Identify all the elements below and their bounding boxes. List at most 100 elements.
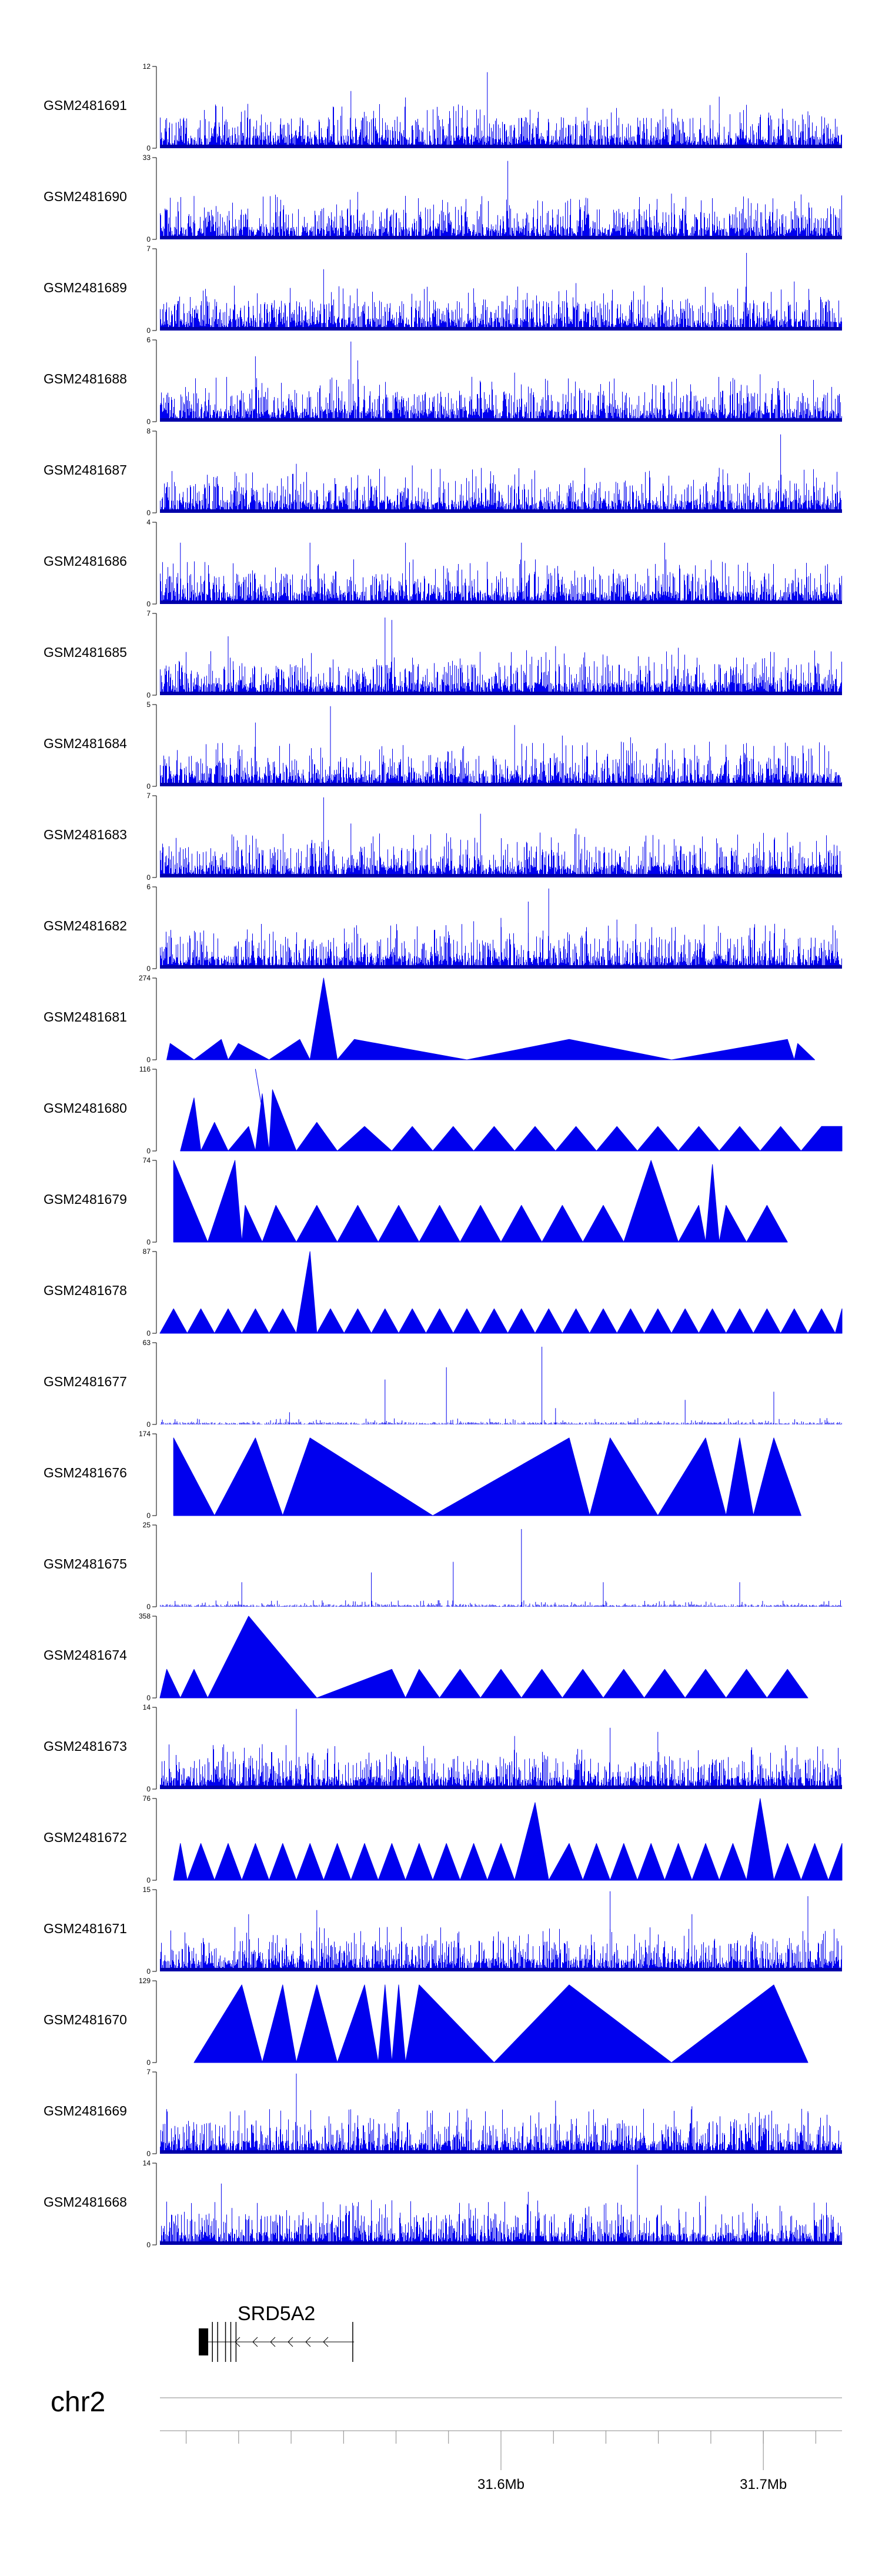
y-max-label: 76 xyxy=(143,1794,151,1803)
coverage-area xyxy=(173,1798,843,1881)
track-GSM2481684: GSM2481684 5 0 xyxy=(44,700,842,790)
y-min-label: 0 xyxy=(146,691,151,699)
coverage-bars xyxy=(160,706,842,786)
y-max-label: 6 xyxy=(146,883,151,891)
y-max-label: 15 xyxy=(143,1886,151,1894)
y-max-label: 14 xyxy=(143,2159,151,2167)
coverage-baseline xyxy=(160,600,842,604)
track-GSM2481686: GSM2481686 4 0 xyxy=(44,518,842,608)
chromosome-label: chr2 xyxy=(51,2387,105,2418)
y-min-label: 0 xyxy=(146,1511,151,1520)
track-GSM2481683: GSM2481683 7 0 xyxy=(44,792,842,882)
coverage-baseline xyxy=(160,327,842,331)
strand-arrow xyxy=(235,2337,240,2347)
coverage-bars xyxy=(160,542,842,604)
track-label: GSM2481677 xyxy=(44,1374,127,1389)
track-label: GSM2481687 xyxy=(44,462,127,478)
coverage-baseline xyxy=(160,145,842,148)
coverage-area xyxy=(193,1984,808,2063)
track-label: GSM2481669 xyxy=(44,2103,127,2118)
y-min-label: 0 xyxy=(146,965,151,973)
coverage-bars xyxy=(160,1529,842,1607)
track-GSM2481687: GSM2481687 8 0 xyxy=(44,427,842,517)
coverage-baseline xyxy=(160,783,842,786)
track-GSM2481679: GSM2481679 74 0 xyxy=(44,1156,788,1246)
track-GSM2481682: GSM2481682 6 0 xyxy=(44,883,842,973)
y-min-label: 0 xyxy=(146,2241,151,2249)
track-label: GSM2481689 xyxy=(44,280,127,295)
y-min-label: 0 xyxy=(146,873,151,882)
track-label: GSM2481671 xyxy=(44,1921,127,1936)
y-max-label: 33 xyxy=(143,154,151,162)
coverage-area xyxy=(173,1437,801,1516)
y-max-label: 274 xyxy=(139,974,151,982)
track-label: GSM2481686 xyxy=(44,553,127,569)
gene-track: SRD5A2 xyxy=(199,2303,355,2362)
coverage-baseline xyxy=(160,2150,842,2154)
coverage-baseline xyxy=(160,1968,842,1971)
track-label: GSM2481670 xyxy=(44,2012,127,2027)
coverage-bars xyxy=(160,341,842,422)
y-min-label: 0 xyxy=(146,1876,151,1884)
strand-arrow xyxy=(323,2337,329,2347)
coverage-baseline xyxy=(160,236,842,239)
track-label: GSM2481676 xyxy=(44,1465,127,1480)
coverage-bars xyxy=(160,2164,842,2245)
gene-exon xyxy=(199,2328,209,2355)
y-max-label: 74 xyxy=(143,1156,151,1164)
coverage-bars xyxy=(160,888,842,969)
y-min-label: 0 xyxy=(146,509,151,517)
coverage-baseline xyxy=(160,1786,842,1789)
y-min-label: 0 xyxy=(146,1785,151,1793)
y-max-label: 7 xyxy=(146,245,151,253)
y-min-label: 0 xyxy=(146,1420,151,1429)
y-max-label: 25 xyxy=(143,1521,151,1529)
coverage-baseline xyxy=(160,965,842,969)
y-min-label: 0 xyxy=(146,1238,151,1246)
y-max-label: 8 xyxy=(146,427,151,435)
y-min-label: 0 xyxy=(146,782,151,790)
y-min-label: 0 xyxy=(146,1147,151,1155)
coverage-area xyxy=(159,1251,843,1334)
y-max-label: 5 xyxy=(146,700,151,709)
y-min-label: 0 xyxy=(146,235,151,243)
y-max-label: 7 xyxy=(146,609,151,618)
track-GSM2481689: GSM2481689 7 0 xyxy=(44,245,842,335)
track-GSM2481691: GSM2481691 12 0 xyxy=(44,62,842,152)
track-label: GSM2481684 xyxy=(44,736,127,751)
y-min-label: 0 xyxy=(146,600,151,608)
coverage-bars xyxy=(160,797,842,877)
track-GSM2481669: GSM2481669 7 0 xyxy=(44,2068,842,2158)
track-GSM2481674: GSM2481674 358 0 xyxy=(44,1612,808,1702)
y-max-label: 12 xyxy=(143,62,151,71)
track-label: GSM2481690 xyxy=(44,189,127,204)
coverage-bars xyxy=(160,72,842,148)
track-GSM2481671: GSM2481671 15 0 xyxy=(44,1886,842,1976)
y-min-label: 0 xyxy=(146,1694,151,1702)
track-label: GSM2481679 xyxy=(44,1192,127,1207)
coverage-bars xyxy=(160,253,842,331)
track-GSM2481680: GSM2481680 116 0 xyxy=(44,1065,843,1155)
track-label: GSM2481678 xyxy=(44,1283,127,1298)
track-label: GSM2481672 xyxy=(44,1830,127,1845)
y-max-label: 63 xyxy=(143,1339,151,1347)
gene-label: SRD5A2 xyxy=(238,2303,315,2325)
coverage-area xyxy=(166,977,816,1060)
coverage-baseline xyxy=(160,418,842,422)
strand-arrow xyxy=(270,2337,276,2347)
strand-arrow xyxy=(252,2337,258,2347)
coverage-area xyxy=(159,1616,808,1699)
y-max-label: 7 xyxy=(146,792,151,800)
track-GSM2481675: GSM2481675 25 0 xyxy=(44,1521,842,1611)
y-max-label: 129 xyxy=(139,1977,151,1985)
track-label: GSM2481681 xyxy=(44,1009,127,1025)
track-GSM2481677: GSM2481677 63 0 xyxy=(44,1339,842,1429)
axis-marks: 31.6Mb 31.7Mb xyxy=(160,2397,842,2492)
y-min-label: 0 xyxy=(146,1603,151,1611)
track-label: GSM2481674 xyxy=(44,1647,127,1663)
coverage-tracks: GSM2481691120GSM2481690330GSM248168970GS… xyxy=(44,62,843,2249)
y-max-label: 116 xyxy=(139,1065,151,1073)
y-min-label: 0 xyxy=(146,2058,151,2067)
coverage-bars xyxy=(160,1891,842,1971)
